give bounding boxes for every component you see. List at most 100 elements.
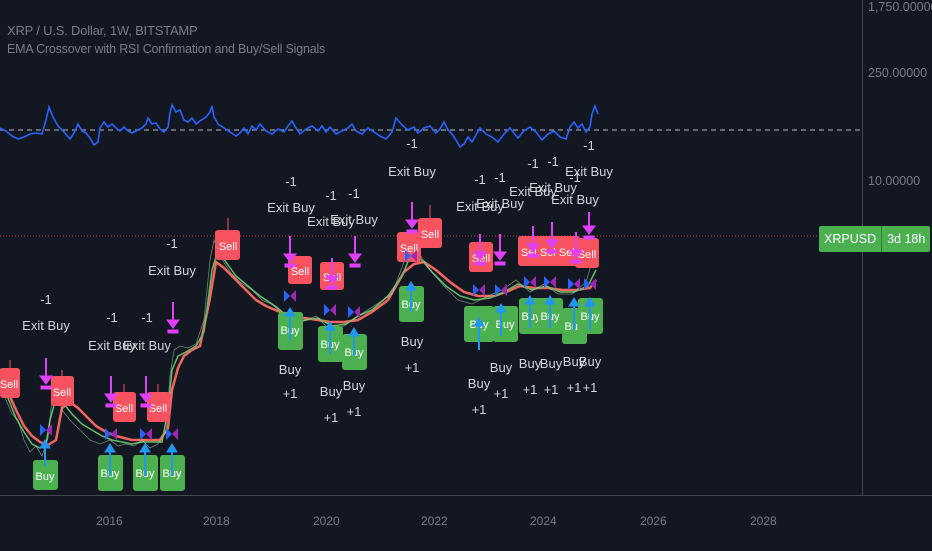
badge-symbol: XRPUSD xyxy=(819,226,883,252)
exit-down-arrow-icon xyxy=(325,258,339,290)
svg-text:-1: -1 xyxy=(285,174,297,189)
crossover-icon xyxy=(140,428,152,440)
buy-up-arrow-icon xyxy=(405,281,417,312)
crossover-icon xyxy=(495,284,507,296)
crossover-icon xyxy=(584,278,596,290)
time-axis[interactable] xyxy=(0,495,932,551)
svg-text:+1: +1 xyxy=(567,380,582,395)
svg-text:Sell: Sell xyxy=(400,243,418,255)
svg-text:Exit Buy: Exit Buy xyxy=(509,184,557,199)
svg-text:Sell: Sell xyxy=(219,241,237,253)
last-price-badge: XRPUSD 3d 18h xyxy=(819,226,931,252)
buy-tags: Buy Buy Buy Buy Buy Buy Buy Buy Buy Buy … xyxy=(33,286,603,491)
crossover-icon xyxy=(284,290,296,302)
svg-text:Buy: Buy xyxy=(36,471,55,483)
badge-countdown: 3d 18h xyxy=(887,232,926,246)
svg-text:Exit Buy: Exit Buy xyxy=(551,192,599,207)
svg-text:+1: +1 xyxy=(283,386,298,401)
svg-text:Buy: Buy xyxy=(522,311,541,323)
time-tick: 2018 xyxy=(203,514,230,528)
exit-down-arrow-icon xyxy=(405,202,419,234)
svg-text:+1: +1 xyxy=(472,402,487,417)
buy-up-arrow-icon xyxy=(473,317,485,350)
indicator-title[interactable]: EMA Crossover with RSI Confirmation and … xyxy=(7,42,326,56)
svg-text:Buy: Buy xyxy=(279,362,302,377)
buy-plus-labels: Buy +1 Buy +1 Buy +1 Buy +1 Buy +1 Buy +… xyxy=(279,334,602,425)
buy-up-arrow-icon xyxy=(524,295,536,328)
exit-down-arrow-icon xyxy=(526,226,540,258)
ema-slow-line xyxy=(0,259,597,447)
buy-up-arrow-icon xyxy=(166,443,178,476)
time-tick: 2016 xyxy=(96,514,123,528)
sell-tag: Sell xyxy=(147,384,170,422)
svg-text:Sell: Sell xyxy=(149,403,167,415)
buy-up-arrow-icon xyxy=(348,327,360,356)
exit-down-arrow-icon xyxy=(582,212,596,240)
exit-down-arrow-icon xyxy=(104,376,118,408)
buy-up-arrow-icon xyxy=(284,307,296,340)
sell-tag: Sell xyxy=(418,205,442,248)
crossover-icon xyxy=(105,428,117,440)
price-tick: 1,750.00000 xyxy=(868,0,932,14)
crossover-icon xyxy=(544,276,556,288)
svg-text:Exit Buy: Exit Buy xyxy=(565,164,613,179)
svg-text:Exit Buy: Exit Buy xyxy=(148,263,196,278)
time-tick: 2028 xyxy=(750,514,777,528)
svg-text:Buy: Buy xyxy=(490,360,513,375)
svg-text:-1: -1 xyxy=(166,236,178,251)
svg-text:-1: -1 xyxy=(547,154,559,169)
svg-text:Exit Buy: Exit Buy xyxy=(388,164,436,179)
svg-text:+1: +1 xyxy=(347,404,362,419)
sell-tag: Sell xyxy=(51,370,74,406)
svg-text:+1: +1 xyxy=(583,380,598,395)
svg-text:+1: +1 xyxy=(494,386,509,401)
buy-tag: Buy xyxy=(519,298,544,334)
svg-text:-1: -1 xyxy=(106,310,118,325)
svg-text:Exit Buy: Exit Buy xyxy=(123,338,171,353)
buy-up-arrow-icon xyxy=(39,439,51,466)
buy-up-arrow-icon xyxy=(584,297,596,330)
exit-down-arrow-icon xyxy=(493,234,507,266)
rsi-line xyxy=(0,102,599,149)
svg-text:Buy: Buy xyxy=(563,354,586,369)
svg-text:Exit Buy: Exit Buy xyxy=(88,338,136,353)
svg-text:+1: +1 xyxy=(544,382,559,397)
svg-text:-1: -1 xyxy=(40,292,52,307)
svg-text:Exit Buy: Exit Buy xyxy=(529,180,577,195)
crossover-icon xyxy=(405,250,417,262)
svg-text:Buy: Buy xyxy=(401,334,424,349)
svg-text:Buy: Buy xyxy=(496,319,515,331)
crossover-icon xyxy=(40,424,52,436)
symbol-title[interactable]: XRP / U.S. Dollar, 1W, BITSTAMP xyxy=(7,23,198,38)
svg-text:Exit Buy: Exit Buy xyxy=(330,212,378,227)
svg-text:Exit Buy: Exit Buy xyxy=(267,200,315,215)
buy-up-arrow-icon xyxy=(104,443,116,476)
svg-text:Buy: Buy xyxy=(468,376,491,391)
crossover-markers xyxy=(40,250,596,440)
sell-tag: Sell xyxy=(288,256,312,284)
exit-down-arrow-icon xyxy=(166,302,180,334)
svg-text:Exit Buy: Exit Buy xyxy=(476,196,524,211)
svg-text:Sell: Sell xyxy=(53,387,71,399)
price-tick: 10.00000 xyxy=(868,174,921,188)
buy-up-arrow-icon xyxy=(324,321,336,354)
svg-text:-1: -1 xyxy=(348,186,360,201)
exit-down-arrow-icon xyxy=(348,236,362,268)
svg-text:-1: -1 xyxy=(494,170,506,185)
svg-text:+1: +1 xyxy=(324,410,339,425)
exit-down-arrow-icon xyxy=(39,358,53,390)
exit-down-arrow-icon xyxy=(569,232,583,264)
svg-text:Buy: Buy xyxy=(519,356,542,371)
svg-text:Sell: Sell xyxy=(0,379,18,391)
buy-up-arrow-icon xyxy=(568,297,580,330)
exit-down-arrow-icon xyxy=(139,376,153,408)
time-tick: 2020 xyxy=(313,514,340,528)
svg-text:-1: -1 xyxy=(406,136,418,151)
time-tick: 2026 xyxy=(640,514,667,528)
sell-tag: Sell xyxy=(215,218,240,260)
sell-tag: Sell xyxy=(113,384,136,422)
buy-up-arrow-icon xyxy=(495,303,507,336)
svg-text:-1: -1 xyxy=(474,172,486,187)
exit-arrow-icons xyxy=(39,202,596,408)
